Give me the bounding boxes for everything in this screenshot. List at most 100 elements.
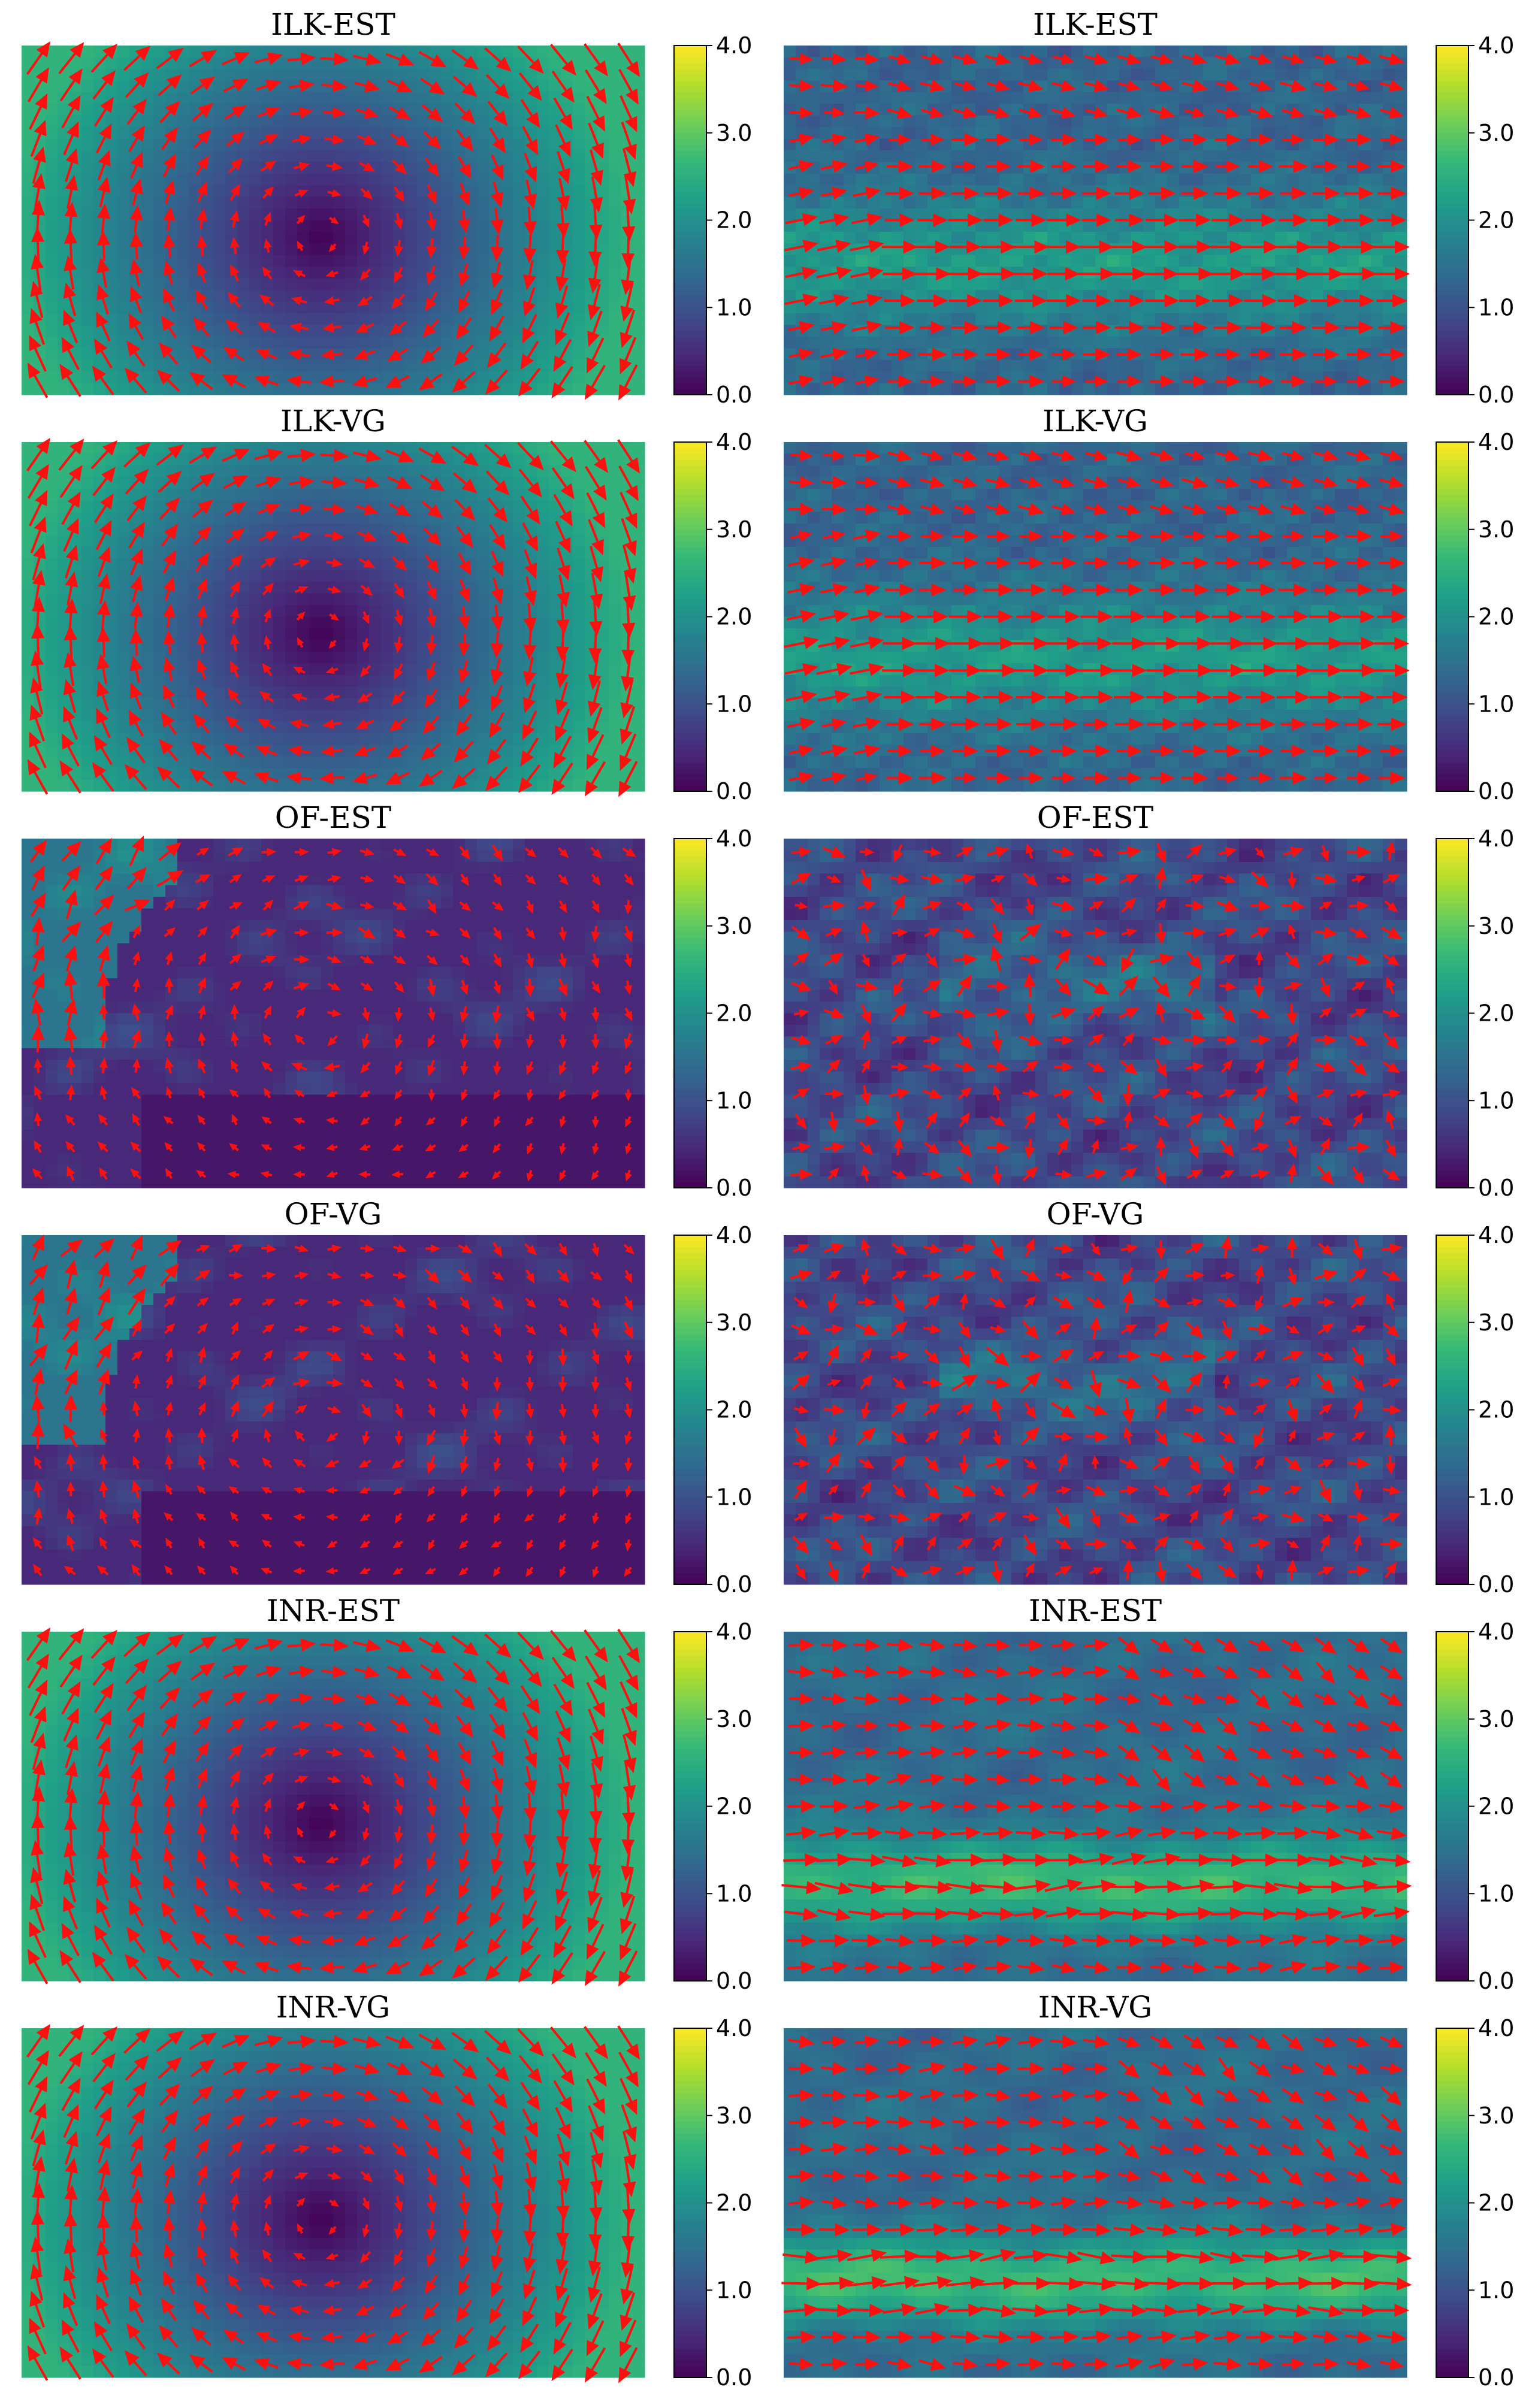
heatmap-cell — [177, 640, 190, 652]
heatmap-cell — [405, 594, 418, 606]
heatmap-cell — [153, 652, 166, 664]
heatmap-cell — [1011, 197, 1024, 209]
heatmap-cell — [1323, 92, 1335, 104]
heatmap-cell — [249, 232, 262, 244]
heatmap-cell — [177, 174, 190, 186]
heatmap-cell — [1083, 279, 1096, 291]
heatmap-cell — [513, 290, 525, 302]
heatmap-cell — [46, 337, 58, 349]
heatmap-cell — [381, 710, 394, 722]
heatmap-cell — [537, 500, 549, 512]
heatmap-cell — [46, 267, 58, 279]
heatmap-cell — [513, 220, 525, 232]
heatmap-cell — [633, 267, 645, 279]
heatmap-cell — [405, 698, 418, 710]
heatmap-cell — [369, 243, 382, 255]
heatmap-cell — [1203, 127, 1216, 139]
heatmap-cell — [1263, 279, 1276, 291]
heatmap-cell — [892, 360, 904, 372]
heatmap-cell — [405, 232, 418, 244]
heatmap-cell — [892, 174, 904, 186]
heatmap-cell — [1047, 174, 1060, 186]
heatmap-cell — [501, 69, 513, 81]
heatmap-cell — [213, 371, 226, 383]
colorbar-step — [1436, 150, 1468, 156]
heatmap-cell — [237, 116, 250, 128]
heatmap-cell — [537, 197, 549, 209]
heatmap-cell — [1287, 150, 1300, 162]
heatmap-cell — [309, 337, 322, 349]
colorbar-step — [674, 348, 706, 354]
colorbar-step — [1436, 69, 1468, 75]
heatmap-cell — [1395, 313, 1407, 325]
heatmap-cell — [951, 174, 964, 186]
heatmap-cell — [189, 360, 202, 372]
heatmap-cell — [285, 174, 298, 186]
heatmap-cell — [1299, 46, 1312, 58]
heatmap-cell — [81, 185, 94, 197]
heatmap-cell — [441, 243, 454, 255]
heatmap-cell — [249, 512, 262, 524]
heatmap-cell — [357, 570, 370, 582]
heatmap-cell — [417, 570, 430, 582]
heatmap-cell — [880, 383, 892, 395]
heatmap-cell — [1047, 360, 1060, 372]
heatmap-cell — [1035, 92, 1048, 104]
heatmap-cell — [105, 710, 118, 722]
heatmap-cell — [417, 313, 430, 325]
heatmap-cell — [141, 558, 154, 570]
heatmap-cell — [939, 127, 952, 139]
heatmap-cell — [796, 92, 808, 104]
heatmap-cell — [609, 536, 621, 547]
heatmap-cell — [537, 243, 549, 255]
heatmap-cell — [513, 174, 525, 186]
heatmap-cell — [573, 127, 585, 139]
heatmap-cell — [1251, 220, 1264, 232]
panel-title: ILK-EST — [271, 7, 395, 42]
heatmap-cell — [213, 512, 226, 524]
heatmap-cell — [441, 185, 454, 197]
heatmap-cell — [477, 675, 489, 687]
heatmap-cell — [405, 267, 418, 279]
heatmap-cell — [81, 127, 94, 139]
heatmap-cell — [297, 279, 310, 291]
heatmap-cell — [249, 686, 262, 698]
colorbar-step — [674, 208, 706, 214]
heatmap-cell — [880, 220, 892, 232]
heatmap-cell — [820, 116, 832, 128]
heatmap-cell — [141, 208, 154, 220]
heatmap-cell — [477, 698, 489, 710]
heatmap-cell — [345, 139, 358, 151]
heatmap-cell — [915, 360, 928, 372]
heatmap-cell — [417, 536, 430, 547]
heatmap-cell — [573, 605, 585, 617]
heatmap-cell — [285, 512, 298, 524]
heatmap-cell — [501, 197, 513, 209]
heatmap-cell — [441, 116, 454, 128]
heatmap-cell — [22, 383, 34, 395]
heatmap-cell — [309, 360, 322, 372]
heatmap-cell — [405, 617, 418, 629]
heatmap-cell — [808, 337, 820, 349]
heatmap-cell — [1239, 383, 1252, 395]
heatmap-cell — [58, 617, 70, 629]
heatmap-cell — [1251, 337, 1264, 349]
heatmap-cell — [537, 185, 549, 197]
heatmap-cell — [1275, 255, 1288, 267]
heatmap-cell — [1107, 80, 1120, 92]
heatmap-cell — [1047, 302, 1060, 314]
heatmap-cell — [1239, 313, 1252, 325]
heatmap-cell — [1371, 127, 1383, 139]
heatmap-cell — [465, 208, 478, 220]
heatmap-cell — [1299, 127, 1312, 139]
heatmap-cell — [844, 150, 856, 162]
heatmap-cell — [177, 453, 190, 465]
heatmap-cell — [285, 255, 298, 267]
heatmap-cell — [261, 279, 274, 291]
heatmap-cell — [345, 255, 358, 267]
heatmap-cell — [573, 698, 585, 710]
heatmap-cell — [333, 150, 346, 162]
heatmap-cell — [477, 453, 489, 465]
heatmap-cell — [213, 232, 226, 244]
heatmap-cell — [46, 536, 58, 547]
